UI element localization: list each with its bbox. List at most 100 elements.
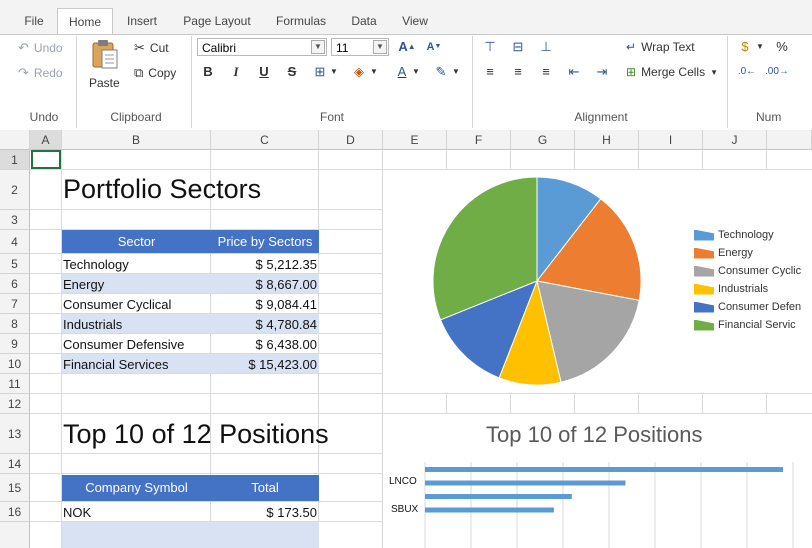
table-cell[interactable]: $ 8,667.00 bbox=[255, 277, 317, 292]
font-color-icon[interactable]: A bbox=[397, 64, 407, 79]
currency-icon[interactable]: $ bbox=[741, 39, 749, 54]
table-cell[interactable]: Energy bbox=[63, 277, 105, 292]
corner-cell[interactable] bbox=[0, 130, 30, 150]
chevron-down-icon[interactable]: ▼ bbox=[330, 67, 338, 76]
bar-chart[interactable] bbox=[383, 458, 812, 548]
increase-decimal-icon[interactable]: .0← bbox=[737, 66, 757, 77]
cut-button[interactable]: ✂ Cut bbox=[134, 40, 169, 56]
row-header[interactable]: 11 bbox=[0, 374, 30, 394]
pie-chart[interactable] bbox=[383, 170, 812, 393]
table-cell[interactable]: NOK bbox=[63, 505, 92, 520]
row-header[interactable]: 3 bbox=[0, 210, 30, 230]
row-header[interactable]: 5 bbox=[0, 254, 30, 274]
table-cell[interactable]: $ 6,438.00 bbox=[255, 337, 317, 352]
tab-file[interactable]: File bbox=[24, 14, 44, 28]
table-cell[interactable]: Industrials bbox=[63, 317, 123, 332]
pie-slice-energy[interactable] bbox=[536, 198, 642, 301]
column-header[interactable]: G bbox=[511, 130, 575, 150]
row-header[interactable] bbox=[0, 522, 30, 548]
chevron-down-icon[interactable]: ▼ bbox=[452, 67, 460, 76]
tab-page-layout[interactable]: Page Layout bbox=[183, 14, 251, 28]
column-header[interactable]: F bbox=[447, 130, 511, 150]
bar[interactable] bbox=[425, 480, 626, 486]
pie-slice-technology[interactable] bbox=[536, 176, 602, 283]
column-header[interactable]: D bbox=[319, 130, 383, 150]
merge-cells-button[interactable]: ⊞ Merge Cells ▼ bbox=[626, 65, 718, 79]
undo-button[interactable]: ↶ Undo bbox=[18, 40, 63, 56]
chevron-down-icon[interactable]: ▼ bbox=[412, 67, 420, 76]
row-header[interactable]: 13 bbox=[0, 414, 30, 454]
row-header[interactable]: 16 bbox=[0, 502, 30, 522]
row-header[interactable]: 7 bbox=[0, 294, 30, 314]
align-left-icon[interactable]: ≡ bbox=[486, 64, 494, 79]
paste-button[interactable]: Paste bbox=[84, 38, 126, 94]
table2-header-symbol[interactable]: Company Symbol bbox=[62, 475, 211, 501]
tab-insert[interactable]: Insert bbox=[126, 14, 157, 28]
grow-font-icon[interactable]: A▲ bbox=[398, 39, 416, 54]
pie-slice-financial-services[interactable] bbox=[432, 176, 538, 321]
underline-icon[interactable]: U bbox=[259, 64, 269, 79]
strikethrough-icon[interactable]: S bbox=[287, 64, 297, 79]
shrink-font-icon[interactable]: A▼ bbox=[426, 41, 442, 53]
tab-data[interactable]: Data bbox=[351, 14, 377, 28]
borders-icon[interactable]: ⊞ bbox=[314, 64, 326, 79]
table-cell[interactable]: $ 4,780.84 bbox=[255, 317, 317, 332]
tab-view[interactable]: View bbox=[402, 14, 428, 28]
row-header[interactable]: 14 bbox=[0, 454, 30, 474]
align-right-icon[interactable]: ≡ bbox=[542, 64, 550, 79]
row-header[interactable]: 15 bbox=[0, 474, 30, 502]
decrease-decimal-icon[interactable]: .00→ bbox=[765, 66, 789, 77]
table1-header-sector[interactable]: Sector bbox=[62, 230, 211, 253]
table-cell[interactable]: $ 173.50 bbox=[266, 505, 317, 520]
increase-indent-icon[interactable]: ⇥ bbox=[596, 64, 608, 79]
table1-header-price[interactable]: Price by Sectors bbox=[211, 230, 319, 253]
align-bottom-icon[interactable]: ⊥ bbox=[540, 39, 552, 54]
tab-formulas[interactable]: Formulas bbox=[275, 14, 326, 28]
selected-cell[interactable] bbox=[31, 150, 61, 169]
font-size-select[interactable]: 11 ▼ bbox=[331, 38, 389, 56]
table-cell[interactable]: Consumer Defensive bbox=[63, 337, 185, 352]
column-header[interactable]: B bbox=[62, 130, 211, 150]
column-header[interactable]: A bbox=[30, 130, 62, 150]
column-header[interactable] bbox=[767, 130, 812, 150]
bar[interactable] bbox=[425, 507, 554, 513]
column-header[interactable]: H bbox=[575, 130, 639, 150]
table-cell[interactable]: $ 5,212.35 bbox=[255, 257, 317, 272]
row-header[interactable]: 2 bbox=[0, 170, 30, 210]
pie-slice-consumer-defensive[interactable] bbox=[439, 280, 538, 379]
bold-icon[interactable]: B bbox=[203, 64, 213, 79]
bar[interactable] bbox=[425, 467, 783, 472]
chevron-down-icon[interactable]: ▼ bbox=[756, 42, 764, 51]
copy-button[interactable]: ⧉ Copy bbox=[134, 65, 176, 81]
decrease-indent-icon[interactable]: ⇤ bbox=[568, 64, 580, 79]
font-name-select[interactable]: Calibri ▼ bbox=[197, 38, 327, 56]
row-header[interactable]: 1 bbox=[0, 150, 30, 170]
table-cell[interactable]: Consumer Cyclical bbox=[63, 297, 172, 312]
column-header[interactable]: E bbox=[383, 130, 447, 150]
column-header[interactable]: C bbox=[211, 130, 319, 150]
pie-slice-consumer-cyclical[interactable] bbox=[536, 280, 640, 383]
align-center-icon[interactable]: ≡ bbox=[514, 64, 522, 79]
italic-icon[interactable]: I bbox=[233, 64, 239, 79]
table-cell[interactable]: $ 15,423.00 bbox=[248, 357, 317, 372]
chevron-down-icon[interactable]: ▼ bbox=[370, 67, 378, 76]
wrap-text-button[interactable]: ↵ Wrap Text bbox=[626, 40, 695, 54]
align-top-icon[interactable]: ⊤ bbox=[484, 39, 496, 54]
row-header[interactable]: 9 bbox=[0, 334, 30, 354]
row-header[interactable]: 12 bbox=[0, 394, 30, 414]
redo-button[interactable]: ↷ Redo bbox=[18, 65, 63, 81]
align-middle-icon[interactable]: ⊟ bbox=[512, 39, 524, 54]
table-cell[interactable]: Technology bbox=[63, 257, 129, 272]
column-header[interactable]: I bbox=[639, 130, 703, 150]
percent-icon[interactable]: % bbox=[776, 39, 788, 54]
row-header[interactable]: 6 bbox=[0, 274, 30, 294]
bar[interactable] bbox=[425, 494, 572, 499]
fill-color-icon[interactable]: ◈ bbox=[354, 64, 364, 79]
row-header[interactable]: 4 bbox=[0, 230, 30, 254]
table-cell[interactable]: Financial Services bbox=[63, 357, 169, 372]
tab-home[interactable]: Home bbox=[57, 8, 113, 35]
table-cell[interactable]: $ 9,084.41 bbox=[255, 297, 317, 312]
row-header[interactable]: 10 bbox=[0, 354, 30, 374]
row-header[interactable]: 8 bbox=[0, 314, 30, 334]
highlight-icon[interactable]: ✎ bbox=[435, 64, 447, 79]
